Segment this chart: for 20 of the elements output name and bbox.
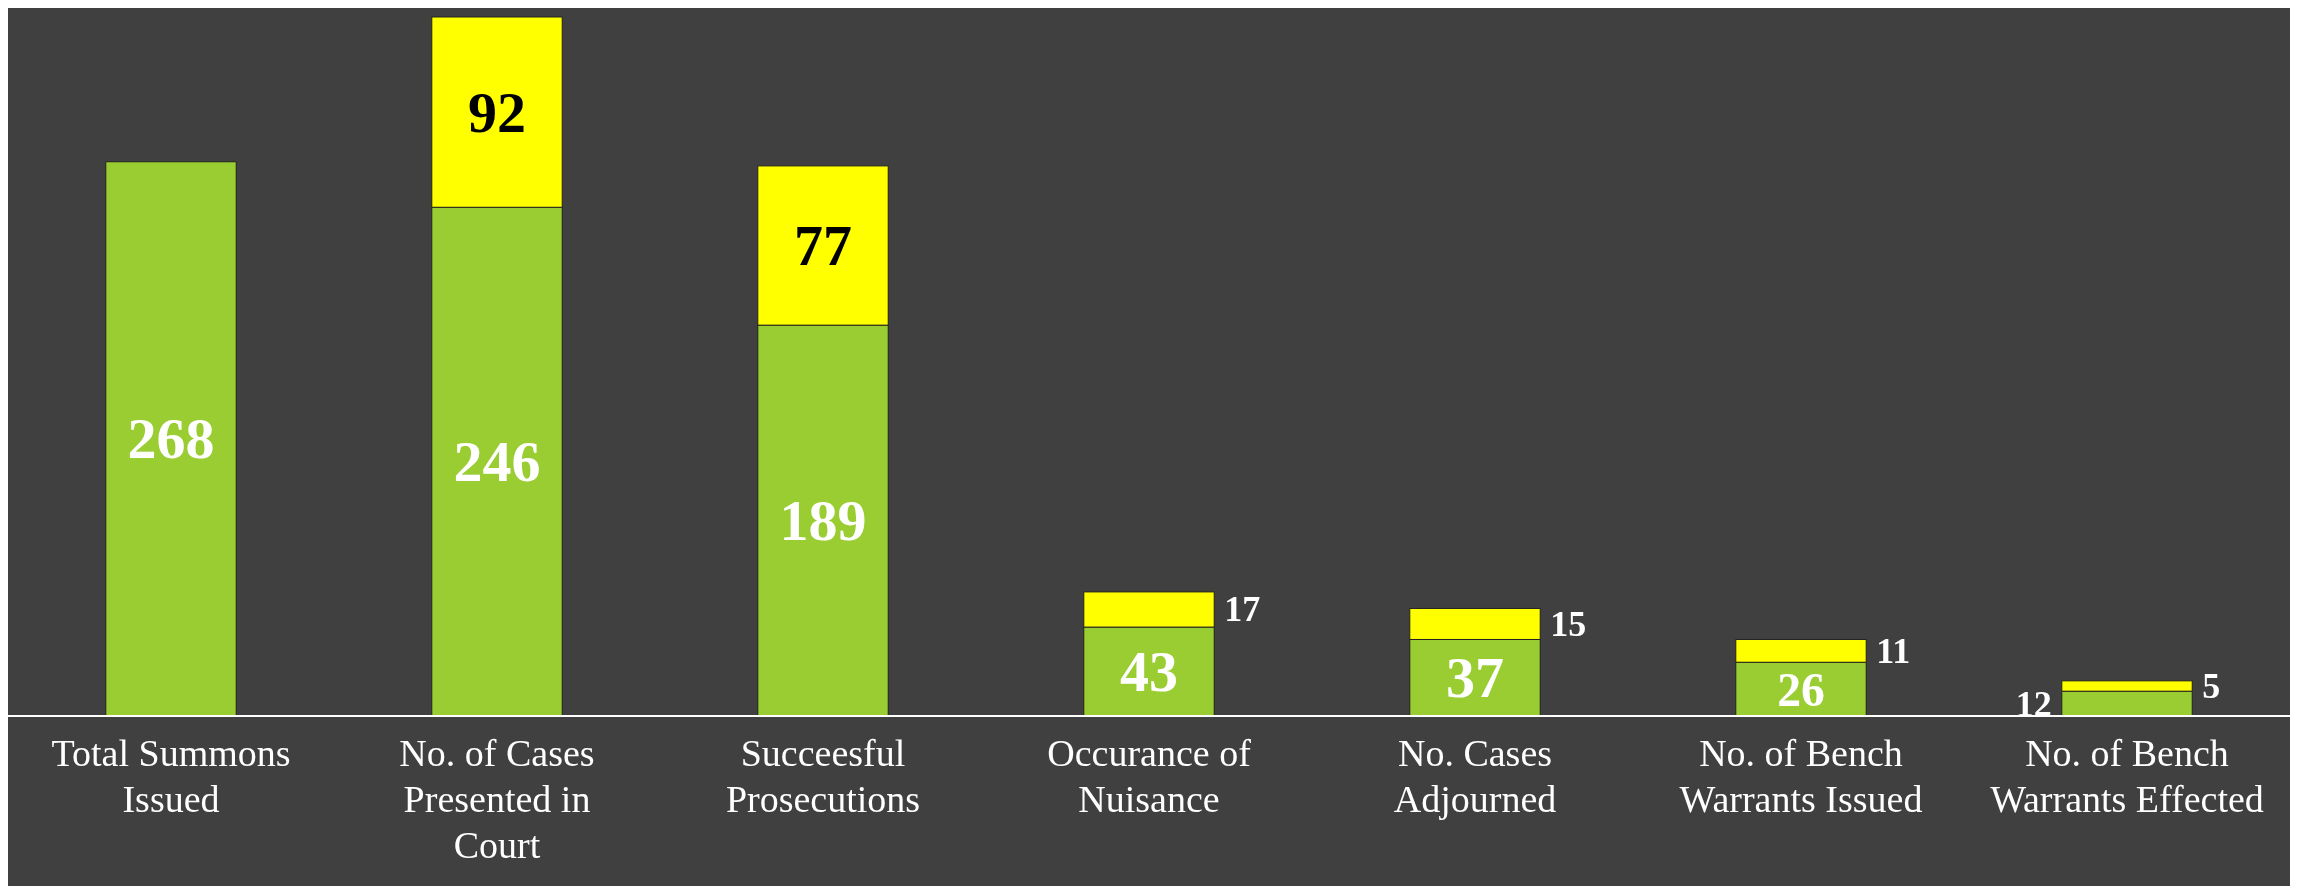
data-label: 26 [1777, 662, 1825, 716]
data-label: 77 [794, 213, 852, 279]
x-tick-label: Succeesful Prosecutions [725, 732, 921, 820]
x-tick-label: No. of Cases Presented in Court [399, 732, 595, 866]
data-label: 246 [453, 429, 541, 495]
bar [105, 161, 237, 717]
data-label: 43 [1120, 639, 1178, 705]
data-label: 15 [1550, 603, 1587, 644]
x-tick-label: No. of Bench Warrants Issued [1679, 732, 1923, 820]
data-label: 92 [468, 79, 526, 145]
data-label: 17 [1224, 589, 1261, 630]
x-tick-label: Total Summons Issued [51, 732, 291, 820]
data-label: 5 [2202, 666, 2221, 707]
data-label: 189 [779, 488, 867, 554]
x-tick-label: Occurance of Nuisance [1047, 732, 1252, 820]
data-label: 37 [1446, 645, 1504, 711]
data-label: 268 [127, 406, 215, 472]
x-tick-label: No. of Bench Warrants Effected [1990, 732, 2264, 820]
data-label: 11 [1876, 630, 1911, 671]
x-tick-label: No. Cases Adjourned [1393, 732, 1557, 820]
